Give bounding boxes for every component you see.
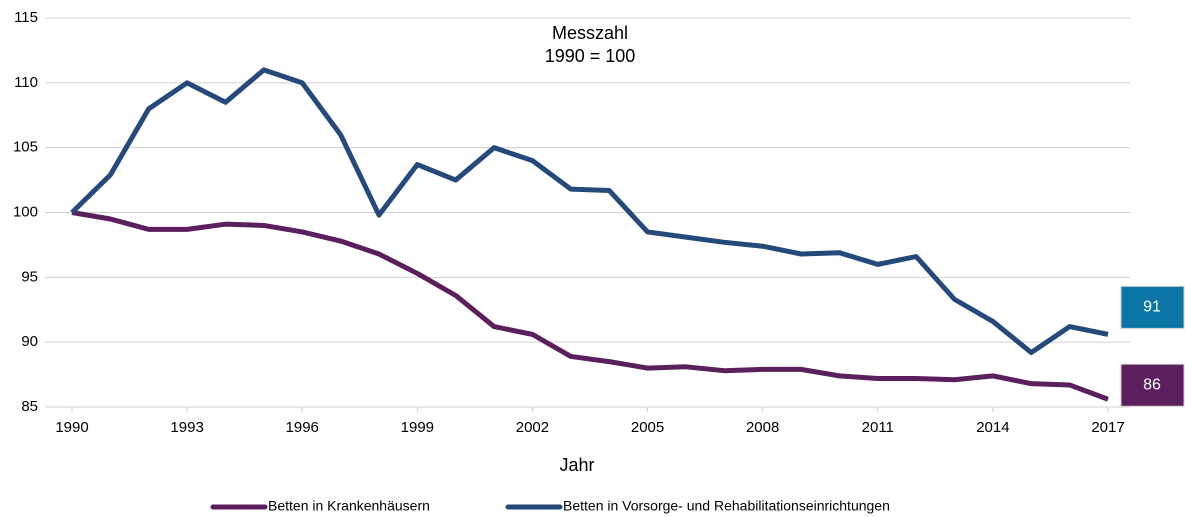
x-tick-label: 2011 bbox=[862, 419, 894, 436]
y-tick-label: 90 bbox=[21, 333, 38, 350]
x-tick-label: 2017 bbox=[1091, 419, 1124, 436]
end-label-box bbox=[1120, 363, 1185, 407]
x-tick-label: 2002 bbox=[516, 419, 549, 436]
line-series bbox=[71, 210, 1109, 402]
x-tick-label: 1996 bbox=[286, 419, 319, 436]
x-tick-label: 1993 bbox=[170, 419, 203, 436]
legend-label: Betten in Krankenhäusern bbox=[268, 498, 430, 514]
y-tick-label: 95 bbox=[21, 268, 38, 285]
end-label: 91 bbox=[1143, 299, 1161, 316]
y-tick-label: 85 bbox=[21, 398, 38, 415]
line-series bbox=[70, 67, 1109, 356]
y-tick-label: 100 bbox=[13, 203, 38, 220]
y-tick-label: 110 bbox=[14, 74, 38, 91]
x-tick-label: 2005 bbox=[631, 419, 664, 436]
end-label-box bbox=[1120, 285, 1185, 329]
annotation: Messzahl bbox=[552, 23, 628, 43]
end-label: 86 bbox=[1143, 376, 1161, 393]
annotation: 1990 = 100 bbox=[545, 46, 636, 66]
x-axis-label: Jahr bbox=[559, 455, 594, 475]
legend-label: Betten in Vorsorge- und Rehabilitationse… bbox=[563, 498, 890, 514]
x-tick-label: 1990 bbox=[55, 419, 88, 436]
y-tick-label: 105 bbox=[13, 139, 38, 156]
x-tick-label: 1999 bbox=[401, 419, 434, 436]
x-tick-label: 2014 bbox=[976, 419, 1009, 436]
x-tick-label: 2008 bbox=[746, 419, 779, 436]
y-tick-label: 115 bbox=[14, 9, 38, 26]
